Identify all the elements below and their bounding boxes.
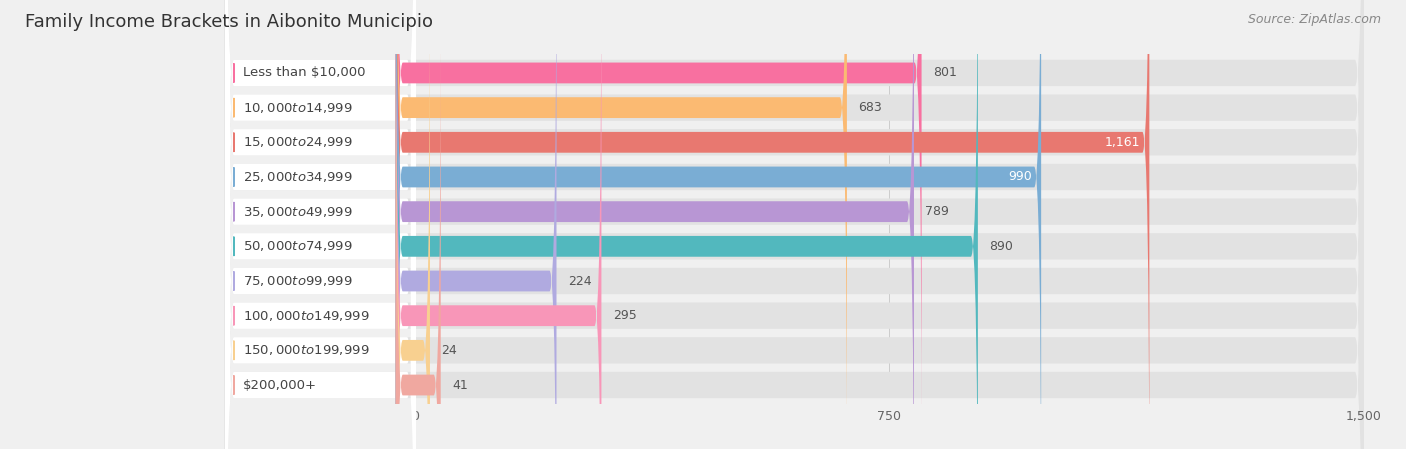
- FancyBboxPatch shape: [225, 0, 1364, 449]
- FancyBboxPatch shape: [225, 0, 416, 449]
- FancyBboxPatch shape: [225, 0, 416, 449]
- FancyBboxPatch shape: [225, 0, 1364, 449]
- FancyBboxPatch shape: [225, 0, 1364, 449]
- FancyBboxPatch shape: [225, 0, 416, 449]
- Text: Family Income Brackets in Aibonito Municipio: Family Income Brackets in Aibonito Munic…: [25, 13, 433, 31]
- FancyBboxPatch shape: [225, 0, 1364, 449]
- Text: Source: ZipAtlas.com: Source: ZipAtlas.com: [1247, 13, 1381, 26]
- FancyBboxPatch shape: [396, 0, 979, 449]
- FancyBboxPatch shape: [396, 14, 440, 449]
- FancyBboxPatch shape: [225, 0, 1364, 449]
- FancyBboxPatch shape: [225, 0, 1364, 449]
- FancyBboxPatch shape: [396, 0, 1040, 449]
- Text: 990: 990: [1008, 171, 1032, 184]
- Text: 1,161: 1,161: [1104, 136, 1140, 149]
- Text: $25,000 to $34,999: $25,000 to $34,999: [243, 170, 353, 184]
- Text: 24: 24: [441, 344, 457, 357]
- Text: $100,000 to $149,999: $100,000 to $149,999: [243, 308, 370, 323]
- Text: 683: 683: [858, 101, 882, 114]
- FancyBboxPatch shape: [225, 0, 416, 449]
- FancyBboxPatch shape: [225, 0, 416, 449]
- FancyBboxPatch shape: [225, 0, 1364, 449]
- Text: 801: 801: [934, 66, 957, 79]
- Text: $50,000 to $74,999: $50,000 to $74,999: [243, 239, 353, 253]
- FancyBboxPatch shape: [396, 0, 1149, 449]
- FancyBboxPatch shape: [396, 0, 846, 449]
- Text: $15,000 to $24,999: $15,000 to $24,999: [243, 135, 353, 150]
- FancyBboxPatch shape: [225, 0, 1364, 449]
- FancyBboxPatch shape: [396, 0, 921, 444]
- FancyBboxPatch shape: [225, 0, 416, 449]
- Text: 224: 224: [568, 274, 592, 287]
- Text: 295: 295: [613, 309, 637, 322]
- FancyBboxPatch shape: [396, 0, 914, 449]
- Text: 789: 789: [925, 205, 949, 218]
- FancyBboxPatch shape: [396, 0, 557, 449]
- FancyBboxPatch shape: [396, 0, 602, 449]
- Text: $150,000 to $199,999: $150,000 to $199,999: [243, 343, 370, 357]
- FancyBboxPatch shape: [225, 0, 1364, 449]
- Text: $35,000 to $49,999: $35,000 to $49,999: [243, 205, 353, 219]
- FancyBboxPatch shape: [225, 0, 1364, 449]
- FancyBboxPatch shape: [396, 0, 430, 449]
- FancyBboxPatch shape: [225, 0, 416, 449]
- FancyBboxPatch shape: [225, 0, 416, 449]
- Text: $10,000 to $14,999: $10,000 to $14,999: [243, 101, 353, 114]
- Text: 41: 41: [453, 379, 468, 392]
- Text: 890: 890: [990, 240, 1014, 253]
- Text: $75,000 to $99,999: $75,000 to $99,999: [243, 274, 353, 288]
- FancyBboxPatch shape: [225, 0, 416, 449]
- FancyBboxPatch shape: [225, 0, 416, 449]
- Text: $200,000+: $200,000+: [243, 379, 316, 392]
- Text: Less than $10,000: Less than $10,000: [243, 66, 366, 79]
